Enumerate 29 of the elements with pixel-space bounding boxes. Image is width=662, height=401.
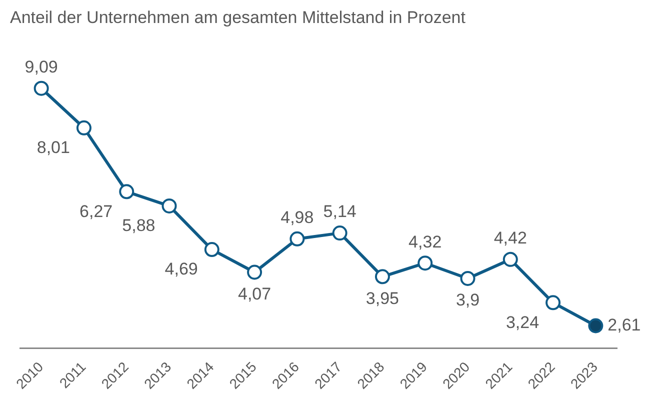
- data-label: 3,24: [506, 312, 540, 332]
- point: [76, 120, 92, 136]
- chart-title: Anteil der Unternehmen am gesamten Mittelstand in Prozent: [10, 8, 466, 28]
- data-label: 5,14: [323, 202, 356, 222]
- data-label: 3,9: [456, 290, 480, 310]
- data-label: 4,07: [238, 284, 272, 304]
- point: [204, 242, 220, 258]
- point: [247, 264, 262, 280]
- data-label: 4,98: [280, 208, 314, 228]
- data-label: 6,27: [80, 202, 113, 221]
- data-label: 9,09: [24, 58, 58, 77]
- data-label: 8,01: [36, 138, 70, 158]
- data-label: 4,42: [494, 228, 527, 248]
- point: [418, 256, 433, 271]
- point: [374, 269, 390, 284]
- data-label: 3,95: [366, 288, 400, 308]
- point: [460, 270, 476, 286]
- point: [119, 184, 134, 200]
- point: [290, 231, 305, 246]
- data-label: 5,88: [122, 216, 156, 236]
- point: [546, 295, 561, 310]
- data-label: 4,69: [164, 260, 198, 279]
- point: [332, 226, 348, 241]
- point: [502, 252, 518, 267]
- point: [588, 318, 604, 334]
- point: [34, 80, 49, 96]
- point: [162, 198, 177, 214]
- data-label: 4,32: [408, 232, 442, 252]
- data-label: 2,61: [608, 315, 641, 334]
